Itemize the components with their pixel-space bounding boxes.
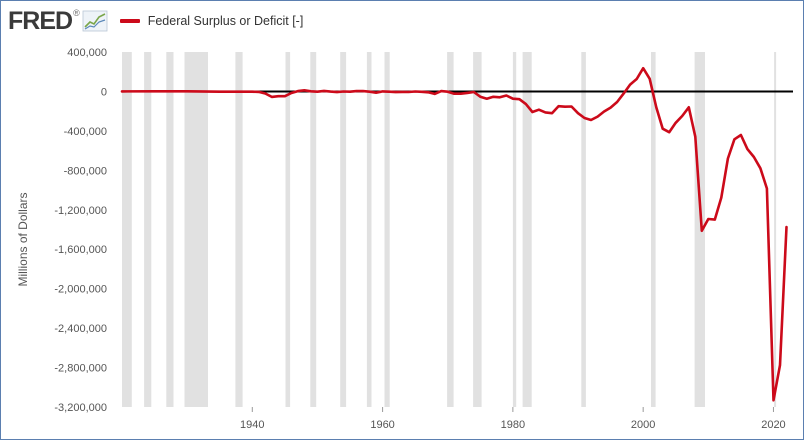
recession-band [144, 52, 152, 407]
recession-band [512, 52, 517, 407]
recession-band [651, 52, 656, 407]
y-tick-label: -2,000,000 [54, 284, 107, 296]
x-tick-label: 2020 [761, 419, 785, 431]
y-axis-title: Millions of Dollars [16, 192, 30, 286]
y-tick-label: -3,200,000 [54, 402, 107, 414]
recession-band [285, 52, 291, 407]
legend-swatch [119, 19, 140, 23]
recession-band [774, 52, 777, 407]
recession-band [235, 52, 243, 407]
y-axis: 400,000 0 -400,000 -800,000 -1,200,000 -1,600… [54, 47, 107, 414]
y-tick-label: -1,200,000 [54, 205, 107, 217]
y-tick-label: -2,400,000 [54, 323, 107, 335]
recession-band [522, 52, 532, 407]
recession-band [581, 52, 586, 407]
recession-band [473, 52, 482, 407]
series-line-federal-surplus-or-deficit[interactable] [120, 66, 788, 402]
recession-band [366, 52, 372, 407]
chart-header: FRED ® Federal Surplus or Deficit [-] [8, 6, 303, 36]
y-tick-label: 400,000 [67, 47, 107, 59]
x-tick-label: 1960 [370, 419, 394, 431]
recession-band [122, 52, 132, 407]
recession-band [694, 52, 705, 407]
recession-bands [122, 52, 777, 407]
x-axis: 1940 1960 1980 2000 2020 [240, 407, 786, 431]
x-tick-label: 2000 [631, 419, 655, 431]
fred-logo[interactable]: FRED [8, 6, 73, 35]
y-tick-label: -400,000 [64, 126, 107, 138]
registered-mark: ® [73, 8, 80, 18]
trend-graph-icon [82, 10, 108, 32]
recession-band [310, 52, 317, 407]
recession-band [184, 52, 208, 407]
recession-band [384, 52, 390, 407]
y-tick-label: -800,000 [64, 165, 107, 177]
recession-band [447, 52, 454, 407]
y-tick-label: 0 [101, 86, 107, 98]
recession-band [166, 52, 174, 407]
x-tick-label: 1940 [240, 419, 264, 431]
y-tick-label: -2,800,000 [54, 363, 107, 375]
legend: Federal Surplus or Deficit [-] [119, 14, 304, 28]
recession-band [340, 52, 347, 407]
legend-label[interactable]: Federal Surplus or Deficit [-] [147, 14, 304, 28]
x-tick-label: 1980 [501, 419, 525, 431]
y-tick-label: -1,600,000 [54, 244, 107, 256]
